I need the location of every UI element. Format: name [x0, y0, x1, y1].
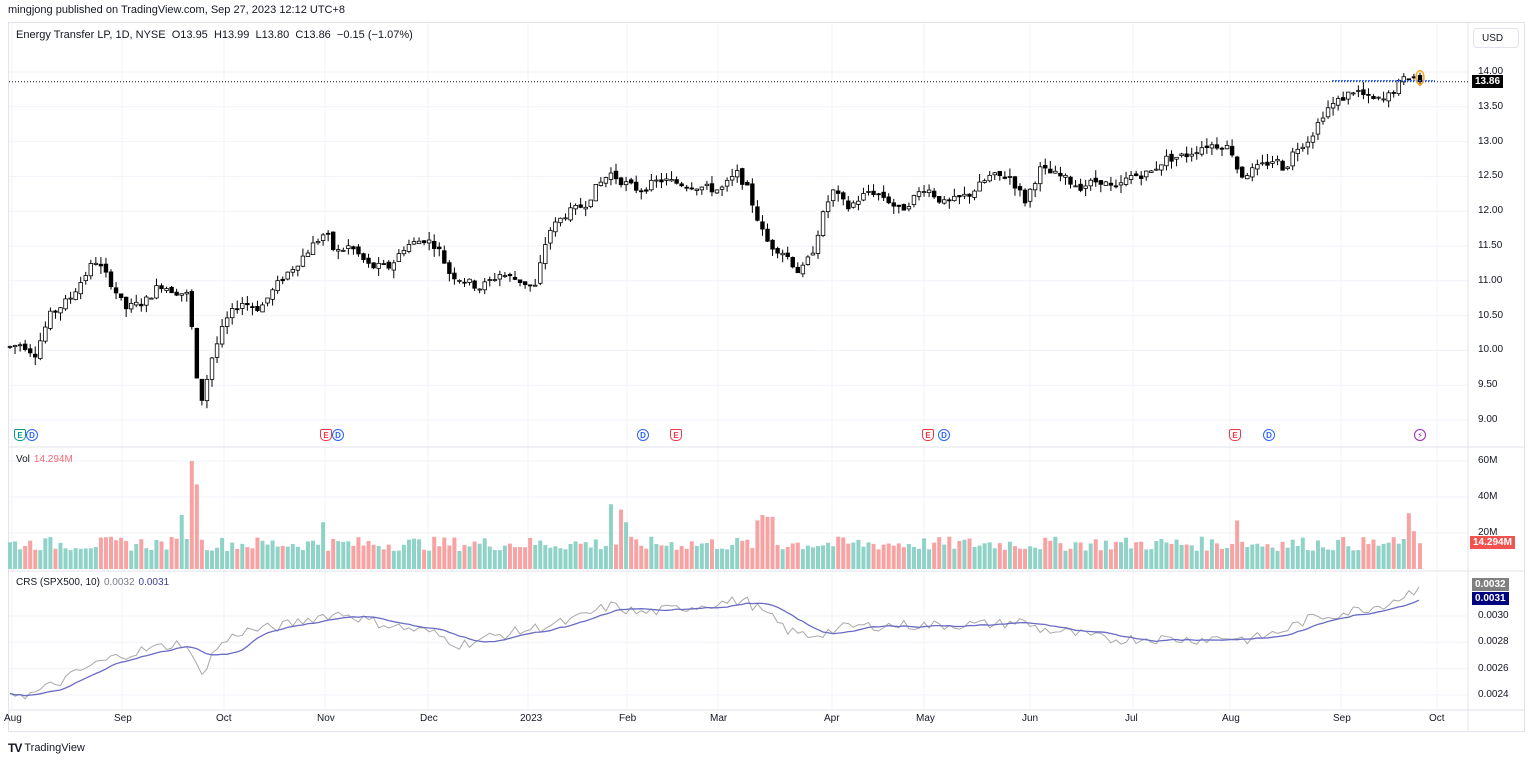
time-axis-tick: Sep	[1333, 713, 1351, 724]
time-axis-tick: 2023	[520, 713, 543, 724]
split-lightning-icon[interactable]: ⚡	[1414, 429, 1426, 441]
crs-value: 0.0032	[103, 577, 135, 588]
time-axis-tick: Mar	[710, 713, 728, 724]
price-axis-tick: 12.00	[1478, 205, 1504, 217]
price-axis-tick: 10.00	[1478, 344, 1504, 356]
time-axis-tick: Jun	[1022, 713, 1039, 724]
crs-ma-badge: 0.0031	[1472, 592, 1509, 605]
dividend-icon[interactable]: D	[26, 429, 38, 441]
crs-ma-line	[9, 599, 1420, 697]
time-axis-tick: Oct	[216, 713, 232, 724]
time-axis-tick: Aug	[4, 713, 22, 724]
legend-change: −0.15 (−1.07%)	[336, 29, 413, 41]
time-axis-tick: Apr	[824, 713, 840, 724]
dividend-icon[interactable]: D	[332, 429, 344, 441]
time-axis-tick: Nov	[317, 713, 335, 724]
highlight-circle	[1415, 69, 1425, 86]
price-axis-tick: 9.00	[1478, 414, 1498, 425]
volume-badge: 14.294M	[1470, 536, 1515, 549]
price-axis-tick: 9.50	[1478, 379, 1498, 391]
price-axis-tick: 11.50	[1478, 240, 1503, 251]
tradingview-logo[interactable]: TV TradingView	[8, 741, 85, 755]
volume-bars	[8, 461, 1422, 569]
dividend-icon[interactable]: D	[1263, 429, 1275, 441]
time-axis-tick: Feb	[619, 713, 637, 724]
dividend-icon[interactable]: D	[938, 429, 950, 441]
volume-legend: Vol 14.294M	[16, 454, 73, 465]
crs-axis-tick: 0.0026	[1478, 662, 1509, 674]
last-price-badge: 13.86	[1472, 75, 1504, 88]
price-axis-tick: 13.00	[1478, 135, 1504, 147]
crs-ma-value: 0.0031	[138, 577, 170, 588]
crs-axis-tick: 0.0028	[1478, 636, 1509, 648]
tradingview-logo-icon: TV	[8, 741, 22, 755]
time-axis-tick: Aug	[1222, 713, 1240, 724]
volume-axis-tick: 60M	[1478, 455, 1498, 466]
earnings-icon[interactable]: E	[320, 429, 332, 441]
price-axis-tick: 12.50	[1478, 170, 1504, 182]
publisher-credit: mingjong published on TradingView.com, S…	[8, 4, 346, 16]
legend-close: C13.86	[295, 29, 331, 41]
earnings-icon[interactable]: E	[14, 429, 26, 441]
symbol-legend: Energy Transfer LP, 1D, NYSE O13.95 H13.…	[16, 29, 413, 41]
legend-open: O13.95	[171, 29, 208, 41]
tradingview-brand: TradingView	[24, 742, 85, 754]
symbol-name[interactable]: Energy Transfer LP, 1D, NYSE	[16, 29, 166, 41]
time-axis-tick: May	[916, 713, 935, 724]
time-axis-tick: Dec	[420, 713, 438, 724]
price-axis-tick: 10.50	[1478, 309, 1504, 321]
price-axis-tick: 11.00	[1478, 274, 1503, 286]
volume-axis-tick: 20M	[1478, 527, 1498, 538]
candles	[7, 72, 1423, 409]
crs-axis-tick: 0.0030	[1478, 610, 1509, 621]
crs-label: CRS (SPX500, 10)	[16, 577, 100, 588]
time-axis-tick: Oct	[1429, 713, 1445, 724]
legend-high: H13.99	[213, 29, 250, 41]
crs-line	[9, 586, 1420, 700]
time-axis-tick: Jul	[1125, 713, 1138, 724]
legend-low: L13.80	[255, 29, 290, 41]
time-axis-tick: Sep	[114, 713, 132, 724]
crs-axis-tick: 0.0024	[1478, 688, 1509, 700]
crs-legend: CRS (SPX500, 10) 0.0032 0.0031	[16, 577, 169, 588]
price-axis-tick: 13.50	[1478, 100, 1504, 112]
volume-value: 14.294M	[33, 454, 73, 465]
price-axis-tick: 14.00	[1478, 66, 1504, 77]
earnings-icon[interactable]: E	[1229, 429, 1241, 441]
crs-badge: 0.0032	[1472, 578, 1509, 591]
dividend-icon[interactable]: D	[637, 429, 649, 441]
volume-axis-tick: 40M	[1478, 491, 1498, 502]
volume-label: Vol	[16, 454, 30, 465]
earnings-icon[interactable]: E	[922, 429, 934, 441]
chart-frame[interactable]	[8, 22, 1525, 732]
earnings-icon[interactable]: E	[670, 429, 682, 441]
currency-button[interactable]: USD	[1473, 28, 1519, 48]
